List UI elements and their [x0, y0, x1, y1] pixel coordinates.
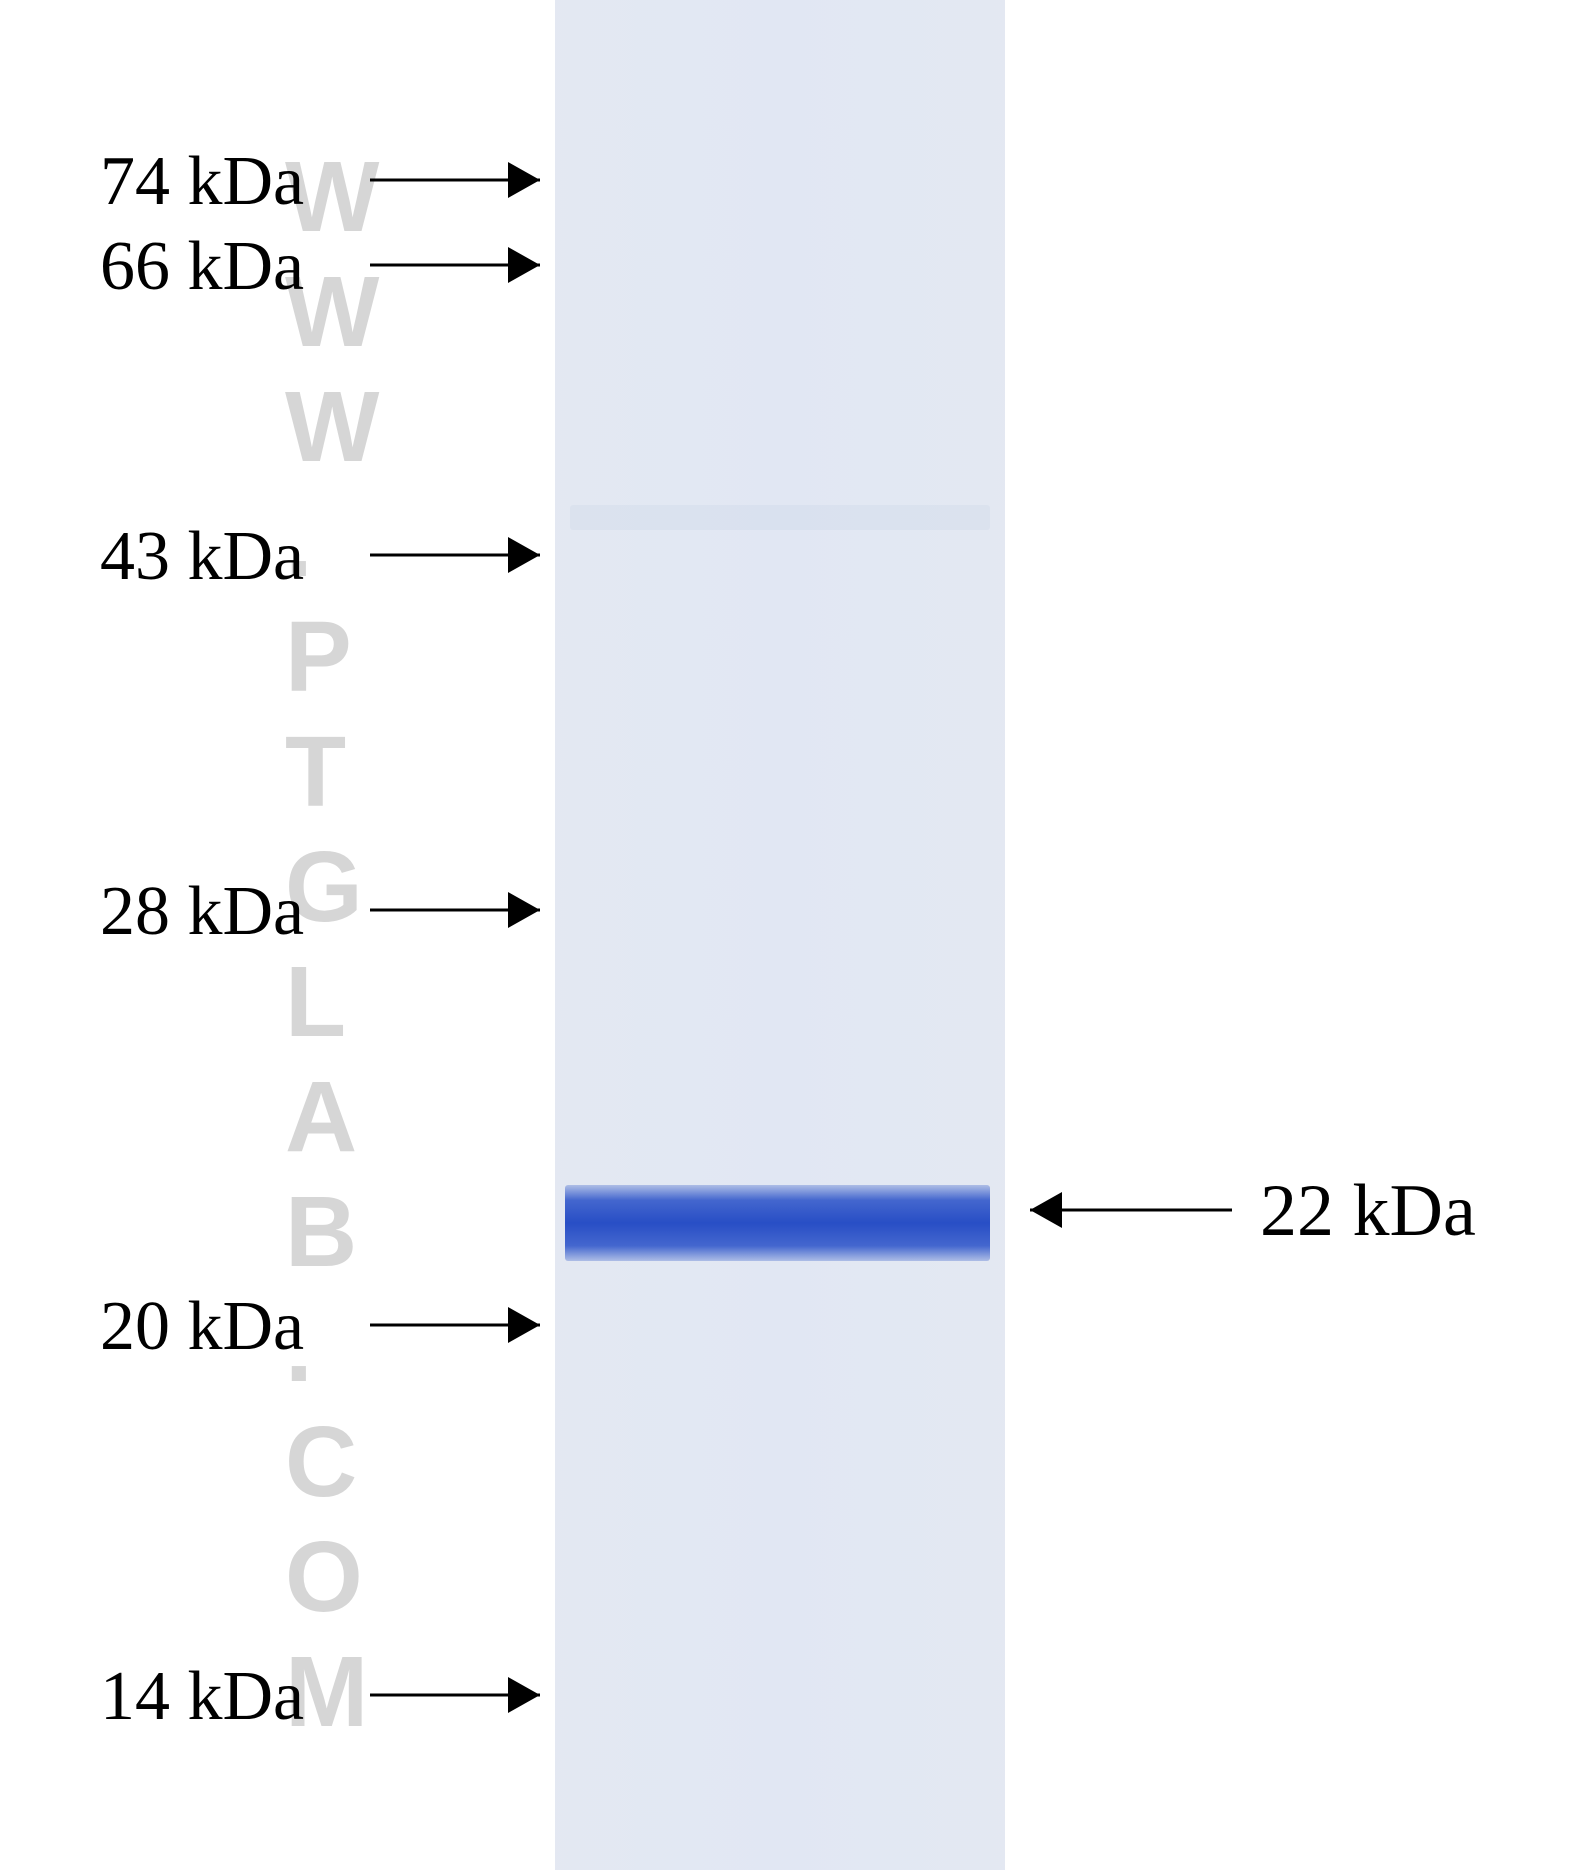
gel-lane [555, 0, 1005, 1870]
arrow-icon [990, 1170, 1272, 1250]
marker-label: 74 kDa [100, 142, 304, 222]
main-protein-band [565, 1185, 990, 1261]
arrow-icon [330, 870, 580, 950]
arrow-icon [330, 1655, 580, 1735]
marker-label: 22 kDa [1260, 1169, 1476, 1254]
marker-label: 14 kDa [100, 1657, 304, 1737]
marker-label: 66 kDa [100, 227, 304, 307]
arrow-icon [330, 140, 580, 220]
marker-label: 43 kDa [100, 517, 304, 597]
arrow-icon [330, 225, 580, 305]
gel-image-container: WWW.PTGLAB.COM 74 kDa66 kDa43 kDa28 kDa2… [0, 0, 1585, 1870]
marker-label: 28 kDa [100, 872, 304, 952]
marker-label: 20 kDa [100, 1287, 304, 1367]
arrow-icon [330, 1285, 580, 1365]
arrow-icon [330, 515, 580, 595]
faint-band [570, 505, 990, 530]
